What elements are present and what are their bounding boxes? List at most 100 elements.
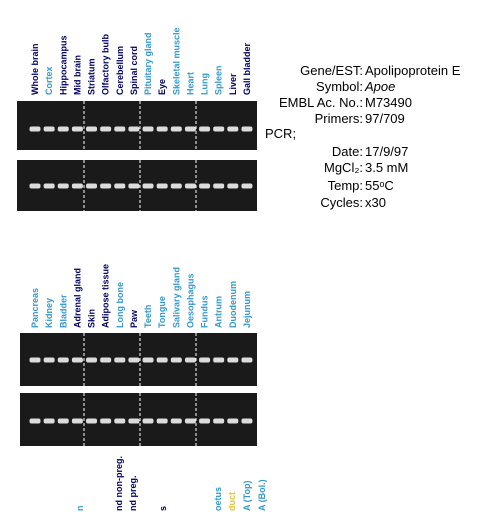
band [184,418,196,424]
band [114,418,126,424]
info-heading: PCR; [265,126,296,141]
band [170,183,182,189]
band [227,126,239,132]
band [170,357,182,363]
band [184,183,196,189]
band [128,357,140,363]
lane-label: Bladder [58,294,68,328]
band [43,357,55,363]
band [213,418,225,424]
lane-label: Eye [157,79,167,95]
band [57,126,69,132]
lane-label: Skin [87,309,97,328]
band [227,357,239,363]
lane-label: Striatum [87,58,97,95]
band [170,418,182,424]
band [213,357,225,363]
info-label: Temp: [328,178,363,193]
lane-label: Long bone [115,282,125,328]
band [86,357,98,363]
band [29,418,41,424]
band [100,183,112,189]
info-value: Apoe [364,79,395,94]
band [199,126,211,132]
band [241,357,253,363]
lane-label: nd non-preg. [114,456,124,511]
band [43,183,55,189]
info-label: EMBL Ac. No.: [279,95,363,110]
info-label: Symbol: [316,79,363,94]
lane-label: Antrum [214,296,224,328]
lane-label: oetus [213,487,223,511]
lane-label: Cortex [44,66,54,95]
band [142,418,154,424]
lane-label: Teeth [143,305,153,328]
lane-label: Lung [200,73,210,95]
band [100,357,112,363]
lane-label: Adrenal gland [72,268,82,328]
lane-label: s [158,506,168,511]
info-block: Gene/EST: Apolipoprotein E Symbol: Apoe … [265,63,461,210]
info-value: x30 [365,195,386,210]
lane-label: Salivary gland [171,267,181,328]
band [29,126,41,132]
band [86,418,98,424]
band [71,418,83,424]
band [57,183,69,189]
info-value: 17/9/97 [365,144,408,159]
band [199,418,211,424]
band [71,126,83,132]
band [199,183,211,189]
lane-label: A (Bol.) [257,479,267,511]
band [184,126,196,132]
info-label: Gene/EST: [300,63,363,78]
lane-label: duct [227,492,237,511]
lane-label: Cerebellum [115,46,125,95]
band [29,183,41,189]
band [170,126,182,132]
band [57,418,69,424]
band [114,357,126,363]
info-value: 55ᵒC [365,178,394,193]
band [184,357,196,363]
info-value: 97/709 [365,111,405,126]
band [213,183,225,189]
band [241,418,253,424]
band [100,126,112,132]
gel-images [17,101,257,446]
band [128,418,140,424]
band [128,126,140,132]
band [227,418,239,424]
band [43,126,55,132]
lane-label: Spinal cord [129,46,139,95]
lane-label: Duodenum [228,281,238,328]
band [114,183,126,189]
band [156,126,168,132]
band [142,183,154,189]
lane-label: Skeletal muscle [171,27,181,95]
info-value: Apolipoprotein E [365,63,461,78]
lane-label: n [75,506,85,512]
info-label: MgCl₂: [324,160,363,175]
band [128,183,140,189]
band [199,357,211,363]
lane-label: Whole brain [30,44,40,96]
band [43,418,55,424]
band [29,357,41,363]
lane-label: Hippocampus [58,35,68,95]
lane-label: Kidney [44,298,54,328]
info-value: 3.5 mM [365,160,408,175]
info-label: Date: [332,144,363,159]
band [142,357,154,363]
band [227,183,239,189]
lane-label: A (Top) [242,481,252,512]
lane-label: Paw [129,309,139,328]
band [156,357,168,363]
band [114,126,126,132]
band [71,357,83,363]
lane-label: Mid brain [72,55,82,95]
band [100,418,112,424]
lane-label: Gall bladder [242,42,252,95]
lane-label: Heart [185,72,195,95]
